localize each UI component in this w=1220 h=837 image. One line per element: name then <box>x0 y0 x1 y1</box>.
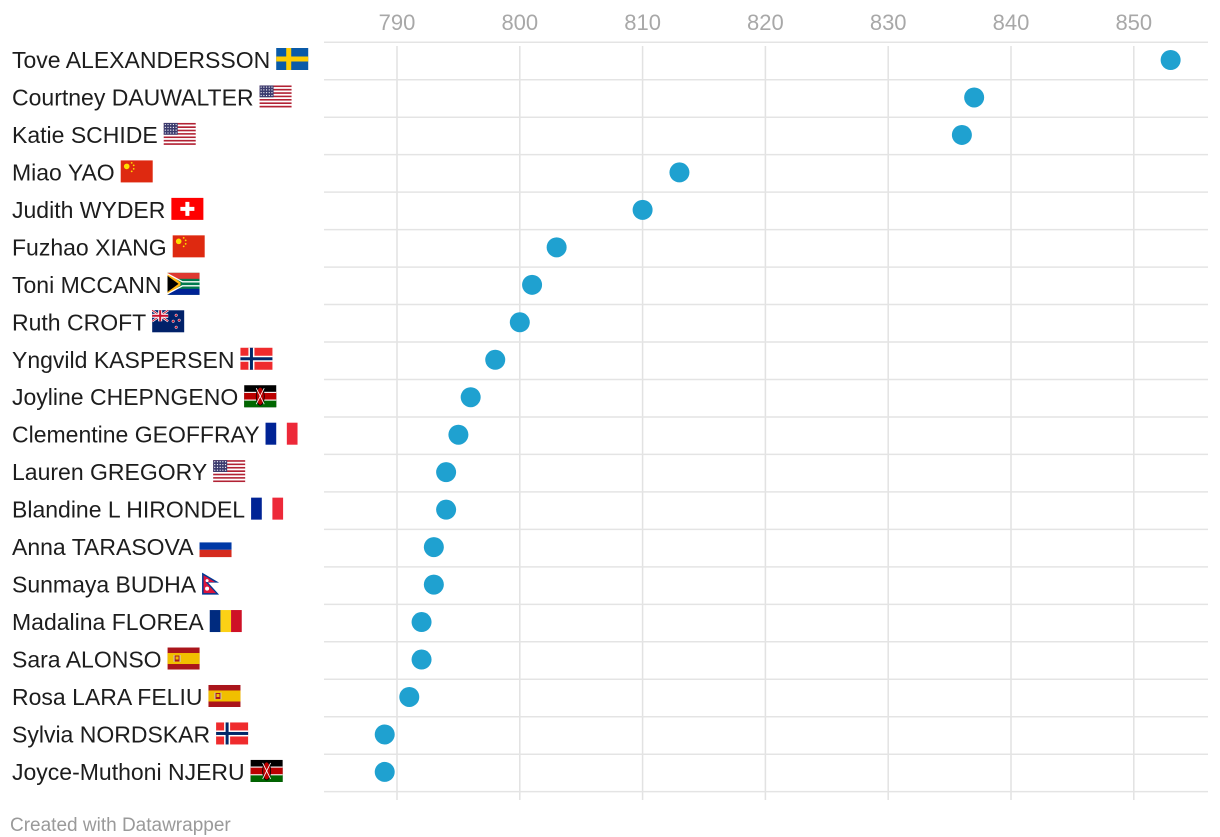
athlete-name-label: Madalina FLOREA <box>12 609 204 635</box>
flag-usa-icon <box>259 85 292 110</box>
x-tick-label: 820 <box>747 10 784 35</box>
data-point <box>448 424 469 445</box>
data-point <box>436 499 457 520</box>
flag-chn-icon <box>120 160 153 183</box>
x-tick-label: 790 <box>379 10 416 35</box>
athlete-name-label: Sunmaya BUDHA <box>12 572 197 598</box>
athlete-name-label: Katie SCHIDE <box>12 122 158 148</box>
athlete-name-label: Anna TARASOVA <box>12 534 194 560</box>
athlete-name-label: Joyline CHEPNGENO <box>12 384 238 410</box>
athlete-name-label: Fuzhao XIANG <box>12 234 167 260</box>
flag-rou-icon <box>209 610 242 633</box>
flag-rsa-icon <box>167 272 200 295</box>
athlete-name-label: Toni MCCANN <box>12 272 162 298</box>
x-tick-label: 850 <box>1115 10 1152 35</box>
flag-esp-icon <box>167 647 200 670</box>
flag-nzl-icon <box>151 309 185 333</box>
data-point <box>509 312 530 333</box>
data-point <box>399 686 420 707</box>
athlete-name-label: Sylvia NORDSKAR <box>12 721 210 747</box>
credit-text: Created with Datawrapper <box>10 815 231 836</box>
flag-nor-icon <box>240 347 273 370</box>
data-point <box>374 761 395 782</box>
flag-ken-icon <box>250 759 283 782</box>
athlete-name-label: Lauren GREGORY <box>12 459 207 485</box>
flag-usa-icon <box>213 460 246 484</box>
x-tick-label: 800 <box>501 10 538 35</box>
athlete-name-label: Courtney DAUWALTER <box>12 84 254 110</box>
athlete-name-label: Ruth CROFT <box>12 309 146 335</box>
athlete-name-label: Tove ALEXANDERSSON <box>12 47 270 73</box>
flag-ken-icon <box>244 385 277 408</box>
flag-esp-icon <box>208 684 241 707</box>
data-point <box>423 574 444 595</box>
athlete-name-label: Sara ALONSO <box>12 647 162 673</box>
data-point <box>951 124 972 145</box>
x-tick-label: 840 <box>993 10 1030 35</box>
data-point <box>485 349 506 370</box>
flag-rus-icon <box>199 535 232 558</box>
data-point <box>423 537 444 558</box>
data-point <box>411 649 432 670</box>
flag-nor-icon <box>216 722 249 745</box>
data-point <box>411 612 432 633</box>
x-tick-label: 830 <box>870 10 907 35</box>
flag-sui-icon <box>171 197 204 220</box>
flag-usa-icon <box>163 122 196 147</box>
athlete-name-label: Judith WYDER <box>12 197 165 223</box>
athlete-name-label: Miao YAO <box>12 159 115 185</box>
data-point <box>669 162 690 183</box>
data-point <box>522 274 543 295</box>
athlete-name-label: Rosa LARA FELIU <box>12 684 202 710</box>
athlete-name-label: Clementine GEOFFRAY <box>12 422 260 448</box>
data-point <box>546 237 567 258</box>
data-point <box>374 724 395 745</box>
flag-fra-icon <box>251 497 284 520</box>
flag-swe-icon <box>276 48 309 70</box>
flag-fra-icon <box>265 422 298 445</box>
flag-chn-icon <box>172 235 205 258</box>
data-point <box>632 199 653 220</box>
athlete-name-label: Joyce-Muthoni NJERU <box>12 759 245 785</box>
data-point <box>964 87 985 108</box>
x-tick-label: 810 <box>624 10 661 35</box>
data-point <box>436 462 457 483</box>
athlete-name-label: Yngvild KASPERSEN <box>12 347 234 373</box>
data-point <box>1160 50 1181 70</box>
athlete-name-label: Blandine L HIRONDEL <box>12 497 245 523</box>
data-point <box>460 387 481 408</box>
flag-nep-icon <box>202 572 220 595</box>
